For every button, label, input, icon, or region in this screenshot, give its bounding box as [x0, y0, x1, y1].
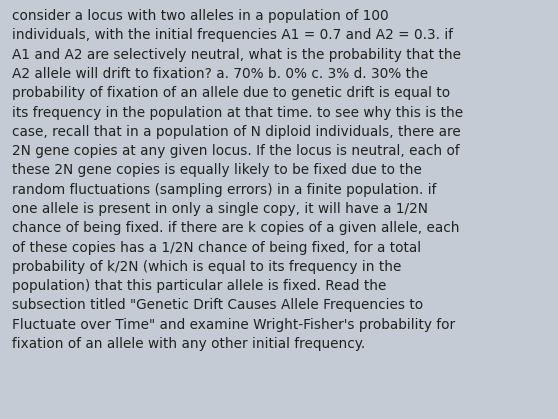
Text: consider a locus with two alleles in a population of 100
individuals, with the i: consider a locus with two alleles in a p… [12, 9, 463, 351]
